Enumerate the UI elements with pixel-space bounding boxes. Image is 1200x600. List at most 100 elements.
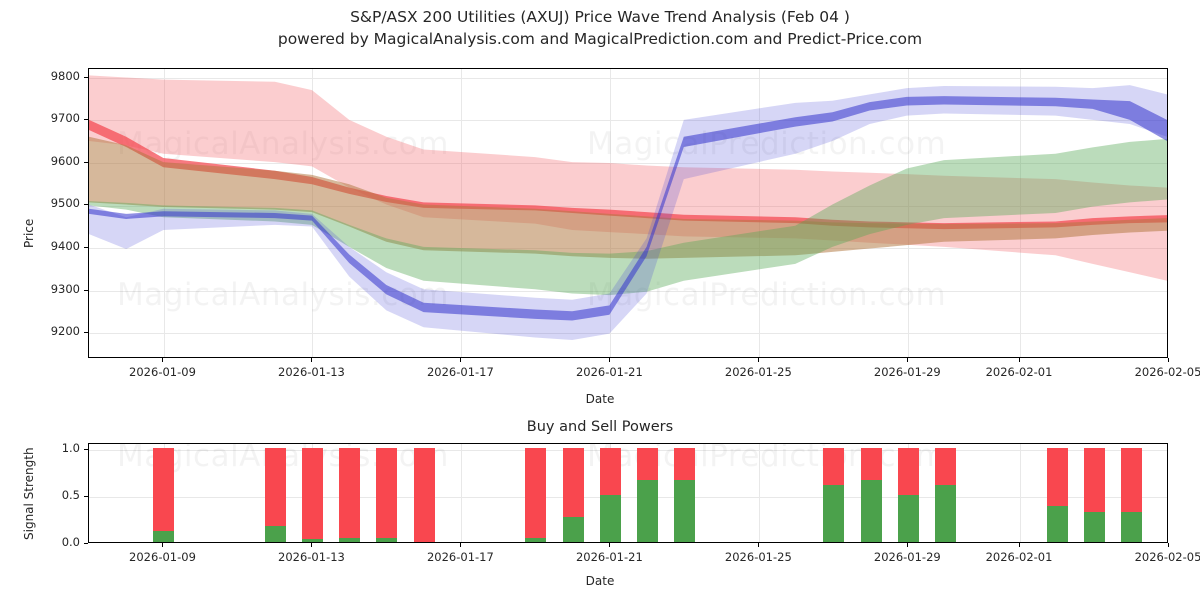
x-tick (162, 358, 164, 362)
watermark-text: MagicalPrediction.com (587, 277, 946, 313)
sell-power-segment (264, 447, 286, 526)
sell-power-segment (562, 447, 584, 517)
buy-power-segment (1046, 506, 1068, 542)
y-tick-label: 9700 (50, 111, 80, 126)
y-tick (84, 76, 88, 78)
table-row[interactable] (1046, 447, 1068, 542)
x-tick (311, 543, 313, 547)
y-tick-label: 9600 (50, 153, 80, 168)
buy-power-segment (1121, 511, 1143, 542)
watermark-text: MagicalAnalysis.com (117, 126, 449, 162)
gridline-h (89, 449, 1167, 451)
sell-power-segment (637, 447, 659, 480)
table-row[interactable] (1121, 447, 1143, 542)
x-tick-label: 2026-02-01 (985, 365, 1053, 379)
buy-power-segment (674, 479, 696, 542)
sell-power-segment (823, 447, 845, 486)
x-tick (1019, 358, 1021, 362)
y-tick (84, 495, 88, 497)
x-tick-label: 2026-01-25 (724, 550, 792, 564)
y-tick (84, 119, 88, 121)
x-tick (1019, 543, 1021, 547)
x-tick-label: 2026-01-17 (426, 550, 494, 564)
gridline-h (89, 120, 1167, 122)
x-tick (907, 358, 909, 362)
page-subtitle: powered by MagicalAnalysis.com and Magic… (277, 30, 923, 48)
gridline-v (759, 444, 761, 542)
x-tick-label: 2026-01-09 (129, 550, 196, 564)
table-row[interactable] (674, 447, 696, 542)
y-tick-label: 9200 (50, 324, 80, 339)
x-tick (907, 543, 909, 547)
table-row[interactable] (413, 447, 435, 542)
sell-power-segment (413, 447, 435, 542)
x-tick (609, 543, 611, 547)
buy-power-segment (823, 485, 845, 542)
buy-power-segment (897, 494, 919, 542)
y-tick-label: 9500 (50, 196, 80, 211)
table-row[interactable] (264, 447, 286, 542)
y-tick (84, 332, 88, 334)
y-tick (84, 204, 88, 206)
price-x-axis-label: Date (585, 392, 615, 406)
gridline-v (908, 69, 910, 357)
sell-power-segment (301, 447, 323, 540)
sell-power-segment (153, 447, 174, 531)
price-band-blue-core (89, 96, 1167, 321)
price-band-brown-overlap-band (89, 136, 1167, 259)
sell-power-segment (339, 447, 361, 539)
gridline-v (759, 69, 761, 357)
buy-power-segment (339, 538, 361, 542)
table-row[interactable] (823, 447, 845, 542)
x-tick-label: 2026-02-05 (1134, 550, 1200, 564)
table-row[interactable] (301, 447, 323, 542)
table-row[interactable] (897, 447, 919, 542)
buy-power-segment (1084, 511, 1105, 542)
buy-power-segment (637, 479, 659, 542)
x-tick-label: 2026-02-01 (985, 550, 1053, 564)
gridline-v (1020, 69, 1021, 357)
sell-power-segment (935, 447, 957, 486)
buy-sell-powers-plot: MagicalAnalysis.comMagicalPrediction.com (88, 443, 1168, 543)
price-band-green-band (89, 138, 1167, 296)
buy-power-segment (264, 525, 286, 542)
gridline-h (89, 162, 1167, 164)
price-wave-plot: MagicalAnalysis.com MagicalPrediction.com… (88, 68, 1168, 358)
y-tick-label: 9800 (50, 68, 80, 83)
table-row[interactable] (376, 447, 398, 542)
y-tick-label: 0.0 (61, 535, 80, 549)
sell-power-segment (525, 447, 547, 539)
y-tick (84, 448, 88, 450)
x-tick-label: 2026-01-09 (129, 365, 196, 379)
table-row[interactable] (599, 447, 621, 542)
gridline-h (89, 496, 1167, 498)
x-tick (609, 358, 611, 362)
y-tick (84, 161, 88, 163)
y-tick (84, 247, 88, 249)
table-row[interactable] (339, 447, 361, 542)
table-row[interactable] (153, 447, 174, 542)
table-row[interactable] (637, 447, 659, 542)
table-row[interactable] (562, 447, 584, 542)
x-tick (311, 358, 313, 362)
price-band-blue-outer (89, 85, 1167, 341)
x-tick-label: 2026-01-21 (575, 365, 643, 379)
powers-y-axis-label: Signal Strength (22, 447, 36, 540)
gridline-h (89, 77, 1167, 79)
y-tick-label: 1.0 (61, 440, 80, 455)
buy-power-segment (860, 479, 882, 542)
y-tick-label: 0.5 (61, 487, 80, 502)
table-row[interactable] (525, 447, 547, 542)
x-tick-label: 2026-01-17 (426, 365, 494, 379)
gridline-v (312, 69, 314, 357)
table-row[interactable] (935, 447, 957, 542)
table-row[interactable] (860, 447, 882, 542)
page-title: S&P/ASX 200 Utilities (AXUJ) Price Wave … (350, 8, 850, 26)
table-row[interactable] (1084, 447, 1105, 542)
buy-power-segment (376, 538, 398, 542)
x-tick (162, 543, 164, 547)
powers-title: Buy and Sell Powers (526, 419, 674, 435)
sell-power-segment (860, 447, 882, 480)
x-tick-label: 2026-01-25 (724, 365, 792, 379)
x-tick (1168, 543, 1169, 547)
